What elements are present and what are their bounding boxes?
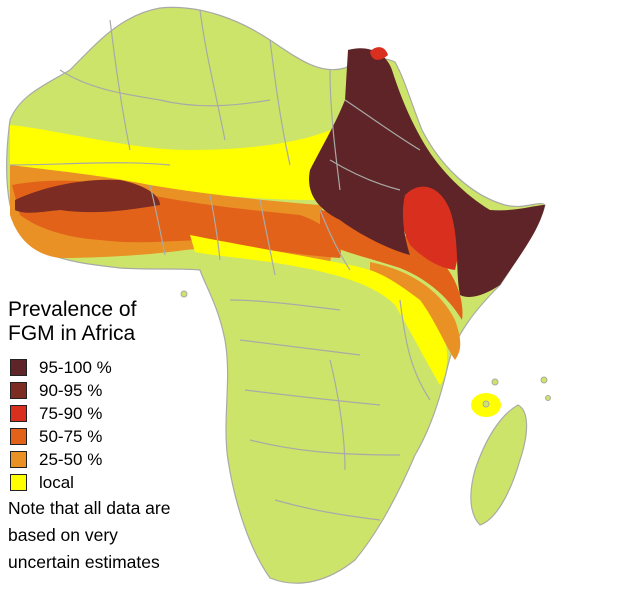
band-50-75-east — [320, 210, 463, 320]
legend-label: 75-90 % — [39, 403, 103, 423]
island-3 — [540, 376, 548, 384]
band-local-north — [10, 120, 350, 200]
swatch-50-75 — [10, 428, 27, 445]
band-75-90-egypt-tip — [370, 47, 388, 60]
legend-item-25-50: 25-50 % — [10, 448, 112, 471]
band-local-south — [190, 235, 448, 385]
legend-label: 25-50 % — [39, 449, 103, 469]
legend-item-50-75: 50-75 % — [10, 425, 112, 448]
swatch-75-90 — [10, 405, 27, 422]
legend-item-75-90: 75-90 % — [10, 402, 112, 425]
note-line2: based on very — [8, 525, 118, 545]
island-1 — [482, 400, 490, 408]
island-4 — [180, 290, 188, 298]
uncertainty-note: Note that all data are based on very unc… — [8, 495, 170, 576]
legend-item-95-100: 95-100 % — [10, 356, 112, 379]
swatch-25-50 — [10, 451, 27, 468]
band-90-95-west — [15, 179, 160, 213]
legend-label: local — [39, 472, 74, 492]
legend: 95-100 % 90-95 % 75-90 % 50-75 % 25-50 %… — [10, 356, 112, 494]
band-95-100-northeast — [309, 48, 545, 297]
legend-title-line2: FGM in Africa — [8, 322, 136, 345]
swatch-local — [10, 474, 27, 491]
band-75-90-ethiopia — [400, 181, 460, 270]
country-borders — [9, 9, 431, 521]
madagascar — [470, 404, 528, 526]
swatch-90-95 — [10, 382, 27, 399]
legend-label: 95-100 % — [39, 357, 112, 377]
legend-title: Prevalence of FGM in Africa — [8, 298, 136, 346]
legend-item-90-95: 90-95 % — [10, 379, 112, 402]
legend-label: 90-95 % — [39, 380, 103, 400]
swatch-95-100 — [10, 359, 27, 376]
legend-item-local: local — [10, 471, 112, 494]
island-5 — [545, 395, 551, 401]
legend-title-line1: Prevalence of — [8, 298, 137, 321]
legend-label: 50-75 % — [39, 426, 103, 446]
band-25-50-east — [370, 262, 461, 360]
note-line1: Note that all data are — [8, 498, 171, 518]
note-line3: uncertain estimates — [8, 552, 160, 572]
island-2 — [491, 378, 499, 386]
